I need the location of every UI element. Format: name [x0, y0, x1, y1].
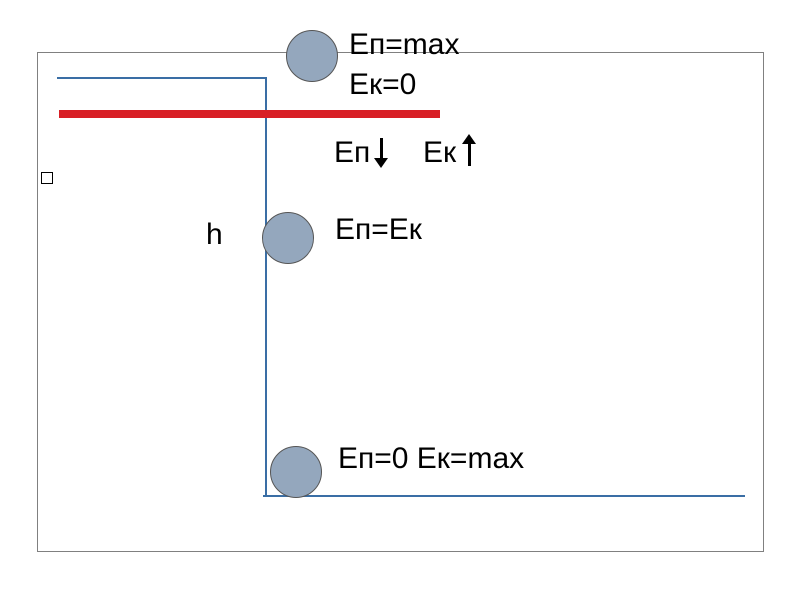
ball-top — [286, 30, 338, 82]
arrow-up-head-icon — [462, 134, 476, 144]
label-middle: Еп=Ек — [335, 213, 422, 247]
platform-vertical-line — [265, 77, 267, 497]
label-h: h — [206, 218, 223, 252]
platform-top-line — [57, 77, 267, 79]
diagram-frame — [37, 52, 764, 552]
label-bottom: Еп=0 Ек=max — [338, 442, 524, 476]
red-bar — [59, 110, 440, 118]
label-arrow-ek: Ек — [423, 136, 456, 170]
ball-bottom — [270, 446, 322, 498]
label-top-ek: Ек=0 — [349, 68, 416, 102]
ground-line — [263, 495, 745, 497]
arrow-down-icon — [380, 138, 383, 160]
bullet-marker — [41, 172, 53, 184]
ball-middle — [262, 212, 314, 264]
arrow-up-icon — [468, 144, 471, 166]
label-top-ep: Еп=max — [349, 28, 459, 62]
arrow-down-head-icon — [374, 158, 388, 168]
label-arrow-ep: Еп — [334, 136, 370, 170]
